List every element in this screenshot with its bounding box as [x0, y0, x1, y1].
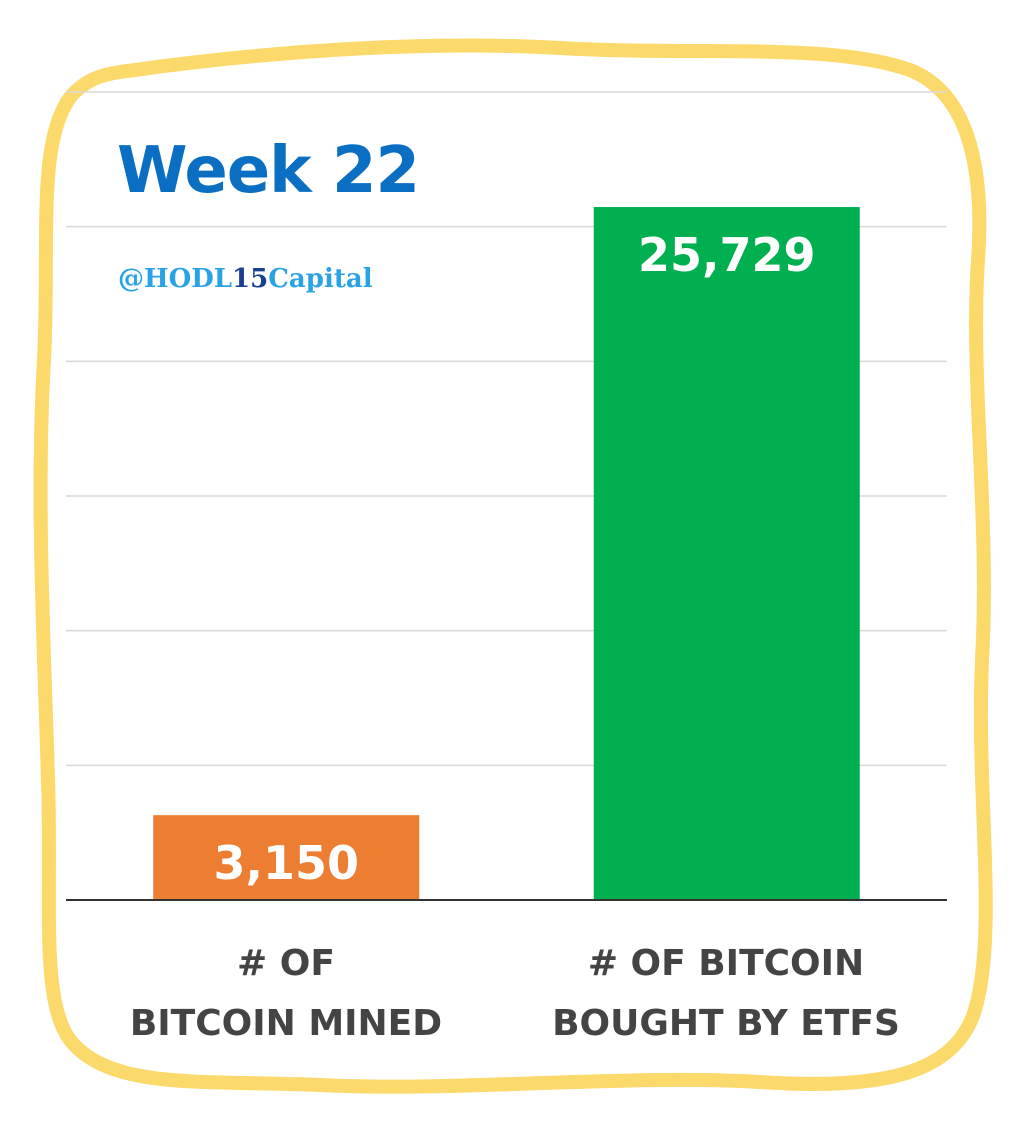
bars: 3,150 25,729 — [153, 207, 860, 900]
category-label-bitcoin-bought-by-etfs: # OF BITCOIN BOUGHT BY ETFS — [526, 934, 926, 1054]
gridlines — [66, 91, 947, 767]
subtitle-part: Capital — [268, 264, 373, 294]
category-label-line: BITCOIN MINED — [129, 1003, 443, 1044]
bar-value-label: 3,150 — [213, 836, 359, 890]
subtitle-part: 15 — [232, 264, 269, 294]
category-label-line: # OF BITCOIN — [587, 943, 865, 984]
category-label-bitcoin-mined: # OF BITCOIN MINED — [106, 934, 466, 1054]
chart-subtitle-handle: @HODL15Capital — [118, 264, 373, 294]
subtitle-part: @HODL — [118, 264, 233, 294]
category-label-line: BOUGHT BY ETFS — [552, 1003, 900, 1044]
bar-value-label: 25,729 — [638, 228, 816, 282]
bar — [153, 815, 420, 900]
bar — [593, 207, 860, 900]
chart-title: Week 22 — [117, 134, 420, 208]
category-label-line: # OF — [237, 943, 335, 984]
